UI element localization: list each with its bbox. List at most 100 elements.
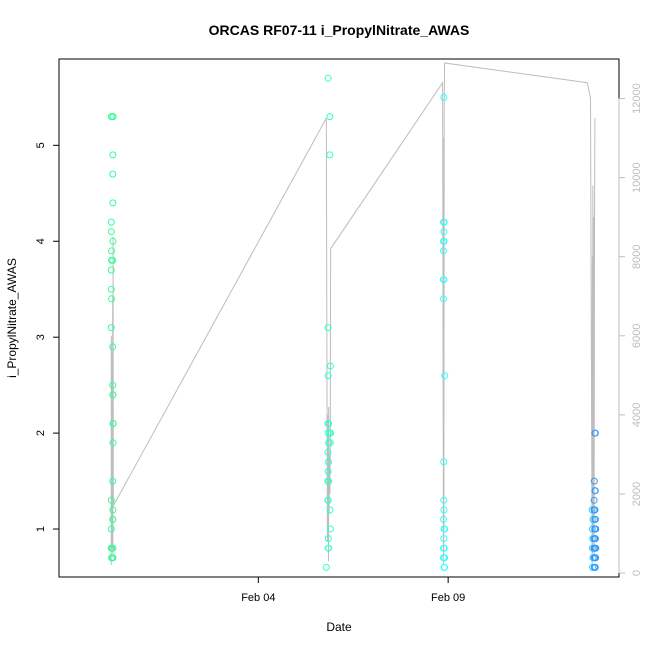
y-tick-label: 5 xyxy=(35,142,47,148)
data-point xyxy=(440,544,448,552)
data-point xyxy=(324,448,332,456)
data-point xyxy=(322,563,330,571)
data-point xyxy=(440,295,447,303)
data-point xyxy=(109,477,117,485)
data-point xyxy=(109,515,117,523)
data-point xyxy=(325,458,332,466)
data-point xyxy=(108,247,115,255)
data-point xyxy=(107,218,115,226)
data-point xyxy=(592,525,600,533)
data-point xyxy=(326,525,334,533)
data-point xyxy=(440,496,448,504)
y-axis-label: i_PropylNitrate_AWAS xyxy=(5,258,19,378)
data-point xyxy=(591,506,599,514)
data-point xyxy=(440,535,448,543)
data-point xyxy=(324,372,332,380)
y2-tick-label: 4000 xyxy=(631,403,643,427)
y-tick-label: 4 xyxy=(35,238,47,244)
altitude-line xyxy=(110,62,596,566)
plot-frame xyxy=(58,58,620,578)
data-point xyxy=(326,439,334,447)
data-points-layer xyxy=(107,74,600,571)
x-axis: Feb 04 Feb 09 xyxy=(241,577,465,604)
data-point xyxy=(324,496,332,504)
data-point xyxy=(591,487,599,495)
data-point xyxy=(107,285,115,293)
data-point xyxy=(441,563,448,571)
data-point xyxy=(326,151,334,159)
data-point xyxy=(109,554,117,562)
data-point xyxy=(108,295,115,303)
data-point xyxy=(109,544,117,552)
data-point xyxy=(592,544,600,552)
data-point xyxy=(325,420,333,427)
data-point xyxy=(591,535,599,543)
series-rf07 xyxy=(107,113,117,562)
altitude-line-layer xyxy=(110,62,596,566)
y-tick-label: 3 xyxy=(35,334,47,340)
series-rf09 xyxy=(439,93,449,571)
data-point xyxy=(440,458,448,466)
data-point xyxy=(325,477,333,485)
data-point xyxy=(440,247,447,255)
y2-tick-label: 12000 xyxy=(631,83,643,114)
data-point xyxy=(440,218,448,226)
data-point xyxy=(327,429,335,437)
data-point xyxy=(109,391,117,399)
y2-tick-label: 0 xyxy=(631,570,643,576)
data-point xyxy=(440,237,448,245)
chart-title: ORCAS RF07-11 i_PropylNitrate_AWAS xyxy=(209,22,470,38)
y2-tick-label: 10000 xyxy=(631,162,643,193)
data-point xyxy=(107,266,115,274)
series-rf11 xyxy=(590,429,600,571)
data-point xyxy=(109,151,117,159)
data-point xyxy=(592,554,600,562)
data-point xyxy=(324,468,332,475)
data-point xyxy=(588,525,596,533)
y2-tick-label: 6000 xyxy=(631,324,643,348)
data-point xyxy=(441,525,449,533)
y-tick-label: 1 xyxy=(35,526,47,532)
data-point xyxy=(324,324,332,332)
x-tick-label: Feb 04 xyxy=(241,592,275,604)
y-axis: 1 2 3 4 5 xyxy=(35,142,60,532)
data-point xyxy=(109,439,117,447)
data-point xyxy=(326,506,334,514)
data-point xyxy=(324,535,332,543)
data-point xyxy=(592,515,599,523)
x-axis-label: Date xyxy=(326,620,352,634)
data-point xyxy=(326,362,334,370)
data-point xyxy=(440,506,448,514)
series-rf08 xyxy=(322,74,335,571)
data-point xyxy=(109,113,117,121)
data-point xyxy=(107,496,115,504)
data-point xyxy=(324,74,332,82)
data-point xyxy=(109,506,117,514)
y2-axis: 0 2000 4000 6000 8000 10000 12000 xyxy=(618,83,643,576)
data-point xyxy=(590,477,598,485)
data-point xyxy=(440,276,448,284)
data-point xyxy=(109,420,117,427)
data-point xyxy=(591,429,599,437)
data-point xyxy=(109,381,117,389)
data-point xyxy=(107,228,115,236)
data-point xyxy=(109,170,117,178)
data-point xyxy=(440,93,448,101)
data-point xyxy=(588,506,596,514)
data-point xyxy=(109,237,117,245)
y2-tick-label: 2000 xyxy=(631,482,643,506)
data-point xyxy=(441,372,449,380)
data-point xyxy=(109,199,117,207)
data-point xyxy=(109,343,117,351)
data-point xyxy=(440,515,447,523)
data-point xyxy=(440,228,448,236)
y-tick-label: 2 xyxy=(35,430,47,436)
data-point xyxy=(107,324,115,332)
data-point xyxy=(590,496,598,504)
y2-tick-label: 8000 xyxy=(631,244,643,268)
data-point xyxy=(109,256,117,264)
data-point xyxy=(591,563,599,571)
data-point xyxy=(107,525,115,533)
data-point xyxy=(326,113,334,121)
